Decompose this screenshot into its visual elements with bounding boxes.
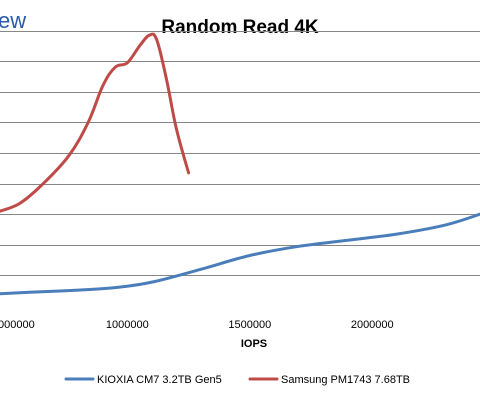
x-tick-label: 000000 — [0, 319, 35, 331]
gridlines — [0, 31, 480, 276]
x-axis-tick-labels: 000000 1000000 1500000 2000000 — [0, 319, 394, 331]
legend-label: KIOXIA CM7 3.2TB Gen5 — [97, 374, 222, 386]
series-lines — [0, 32, 480, 296]
series-line-samsung — [0, 32, 191, 213]
series-line-kioxia — [0, 212, 480, 296]
brand-logo-text: ew — [0, 8, 26, 33]
x-tick-label: 2000000 — [351, 319, 394, 331]
chart-title: Random Read 4K — [161, 17, 319, 38]
x-tick-label: 1500000 — [228, 319, 271, 331]
legend: KIOXIA CM7 3.2TB Gen5 Samsung PM1743 7.68… — [64, 374, 410, 386]
plot-area — [0, 31, 480, 296]
x-axis-title: IOPS — [241, 338, 267, 350]
legend-label: Samsung PM1743 7.68TB — [281, 374, 410, 386]
x-tick-label: 1000000 — [106, 319, 149, 331]
